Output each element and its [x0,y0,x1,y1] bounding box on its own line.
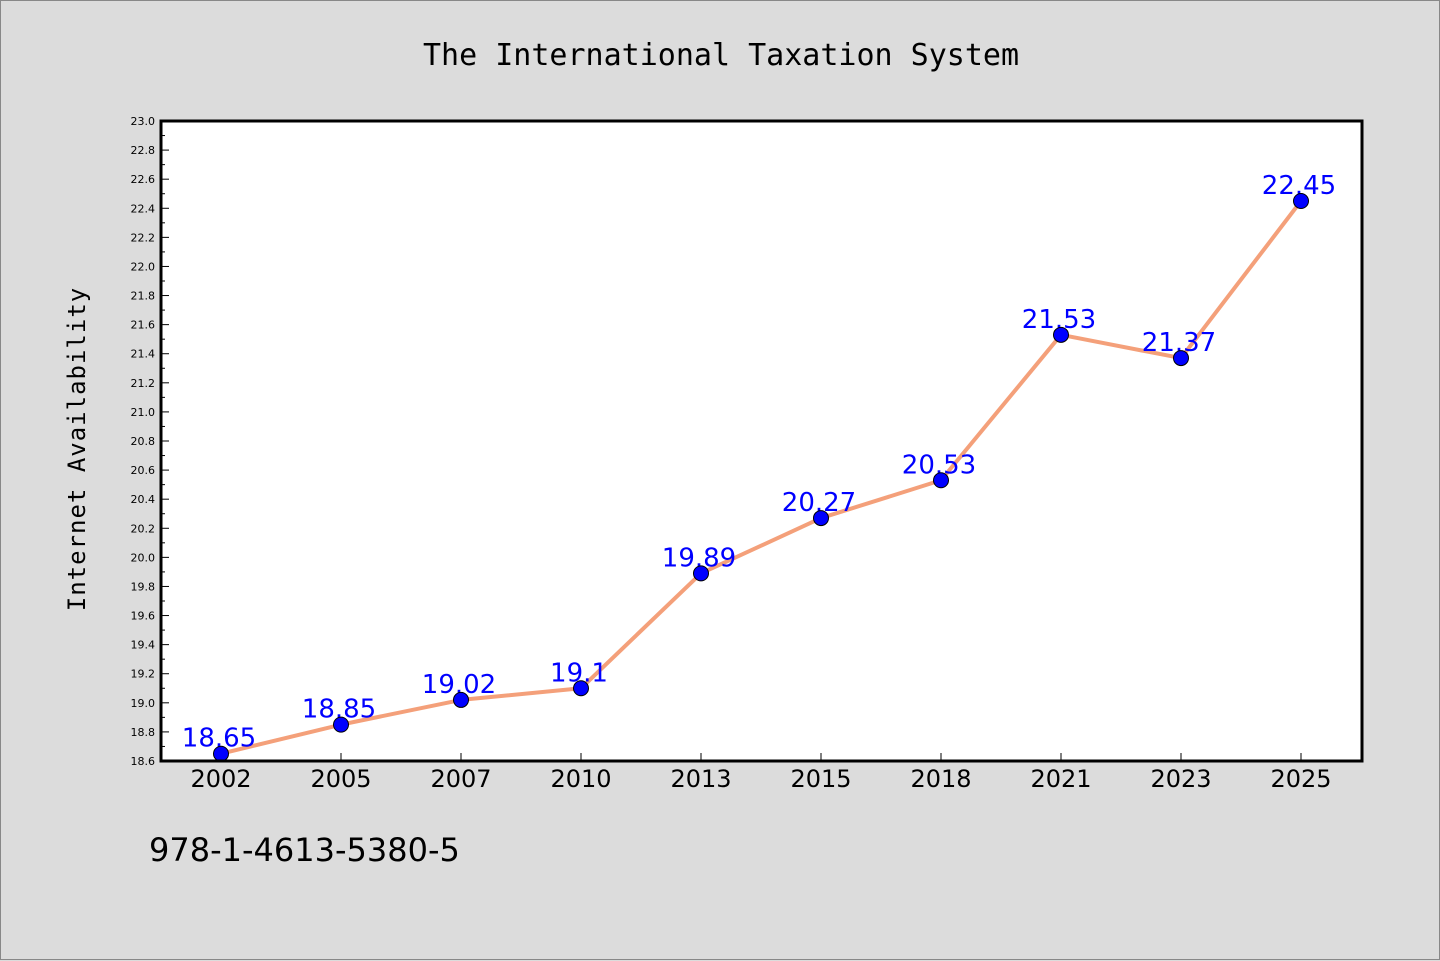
y-tick-label: 19.6 [131,610,156,623]
plot-border [159,119,1364,763]
data-point [213,745,229,762]
x-tick-label: 2018 [910,765,971,793]
data-point [1293,193,1309,209]
data-point [933,472,949,489]
y-tick-label: 19.2 [131,668,156,681]
y-axis: 18.6 18.8 19.0 19.2 19.4 19.6 19.8 20.0 20.2 20.4… [131,115,169,768]
y-tick-label: 21.4 [131,348,156,361]
chart-title: The International Taxation System [423,38,1019,73]
x-tick-label: 2002 [190,765,251,793]
x-tick-label: 2013 [670,765,731,793]
y-tick-label: 21.0 [131,406,156,419]
y-tick-label: 19.0 [131,697,156,710]
x-tick-label: 2015 [790,765,851,793]
y-tick-label: 23.0 [131,115,156,128]
data-point [693,565,709,582]
data-point [1173,350,1189,367]
y-tick-label: 19.8 [131,580,156,593]
y-tick-label: 21.8 [131,290,156,303]
x-tick-label: 2007 [430,765,491,793]
y-tick-label: 20.2 [131,522,156,535]
x-tick-label: 2023 [1150,765,1211,793]
y-tick-label: 22.6 [131,173,156,186]
y-tick-label: 20.4 [131,493,156,506]
x-tick-label: 2025 [1270,765,1331,793]
y-tick-label: 22.4 [131,202,156,215]
y-tick-label: 22.2 [131,231,156,244]
y-tick-label: 22.8 [131,144,156,157]
x-tick-label: 2005 [310,765,371,793]
y-tick-label: 20.6 [131,464,156,477]
y-tick-label: 18.8 [131,726,156,739]
data-point [453,691,469,708]
x-tick-label: 2021 [1030,765,1091,793]
data-series [220,199,1303,756]
y-tick-label: 22.0 [131,260,156,273]
y-tick-label: 20.8 [131,435,156,448]
y-axis-label: Internet Availability [63,287,91,611]
data-point [1053,326,1069,343]
y-tick-label: 20.0 [131,551,156,564]
y-tick-label: 19.4 [131,639,156,652]
x-axis: 2002 2005 2007 2010 2013 2015 2018 2021 2023 2025 [190,753,1332,793]
data-point [573,680,589,697]
y-tick-label: 21.6 [131,319,156,332]
data-point [813,510,829,527]
y-tick-label: 21.2 [131,377,156,390]
data-point [333,716,349,733]
series-line [220,199,1303,756]
plot-area [161,121,1362,761]
y-tick-label: 18.6 [131,755,156,768]
isbn-code: 978-1-4613-5380-5 [149,831,460,869]
x-tick-label: 2010 [550,765,611,793]
